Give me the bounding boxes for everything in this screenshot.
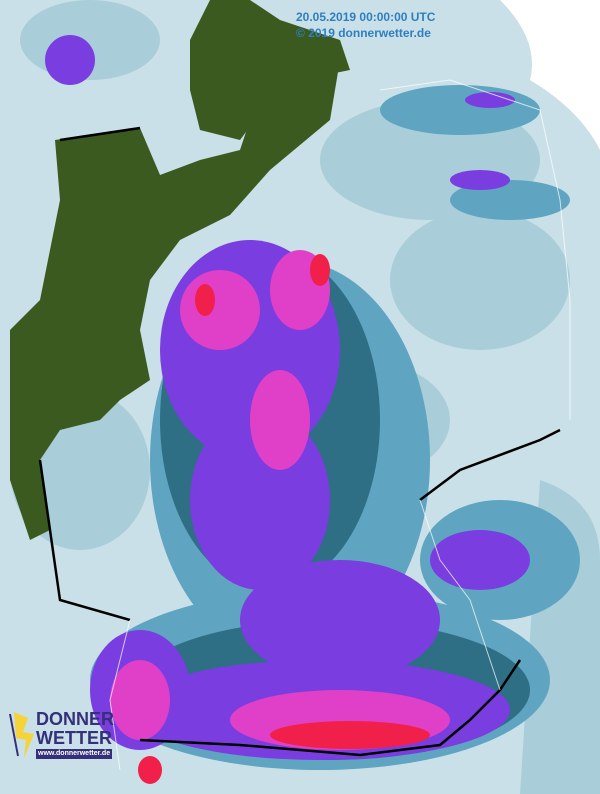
logo-line2: WETTER — [36, 728, 112, 748]
lightning-icon — [9, 712, 34, 758]
timestamp-overlay: 20.05.2019 00:00:00 UTC © 2019 donnerwet… — [296, 9, 435, 41]
timestamp: 20.05.2019 00:00:00 UTC — [296, 10, 436, 24]
outside-land-north — [190, 0, 350, 140]
logo-url: www.donnerwetter.de — [36, 749, 113, 759]
copyright: © 2019 donnerwetter.de — [296, 26, 431, 40]
donnerwetter-logo: DONNER WETTER www.donnerwetter.de — [8, 708, 114, 766]
extreme-precip-layer — [138, 254, 430, 784]
state-border — [109, 79, 571, 771]
country-border — [38, 126, 561, 757]
logo-line1: DONNER — [36, 709, 115, 729]
outside-land-west — [10, 50, 340, 540]
